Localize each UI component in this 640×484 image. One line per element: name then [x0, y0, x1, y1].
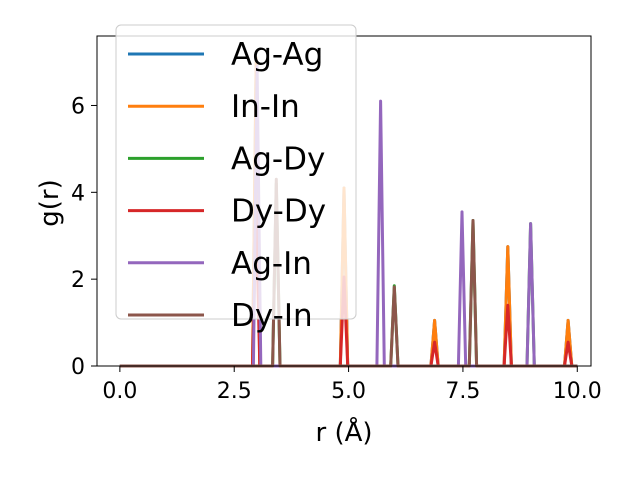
legend-label: Ag-Dy: [231, 141, 325, 177]
x-tick-label: 5.0: [331, 379, 366, 404]
x-tick-label: 7.5: [445, 379, 480, 404]
x-axis-label: r (Å): [315, 416, 372, 448]
legend-box: [115, 24, 357, 320]
y-tick-label: 4: [71, 181, 85, 206]
legend-label: In-In: [231, 89, 300, 125]
y-tick-label: 0: [71, 355, 85, 380]
y-tick-label: 6: [71, 94, 85, 119]
x-tick-label: 0.0: [102, 379, 137, 404]
x-tick-label: 2.5: [217, 379, 252, 404]
y-tick-label: 2: [71, 268, 85, 293]
chart-legend: Ag-Ag In-In Ag-Dy Dy-Dy Ag-In Dy-In: [115, 24, 357, 334]
legend-label: Dy-In: [231, 298, 313, 334]
x-tick-label: 10.0: [553, 379, 602, 404]
legend-label: Dy-Dy: [231, 194, 326, 230]
legend-label: Ag-In: [231, 246, 312, 282]
y-axis-ticks: 0 2 4 6: [71, 94, 97, 380]
y-axis-label: g(r): [35, 179, 65, 226]
legend-label: Ag-Ag: [231, 37, 323, 73]
x-axis-ticks: 0.0 2.5 5.0 7.5 10.0: [102, 366, 602, 404]
